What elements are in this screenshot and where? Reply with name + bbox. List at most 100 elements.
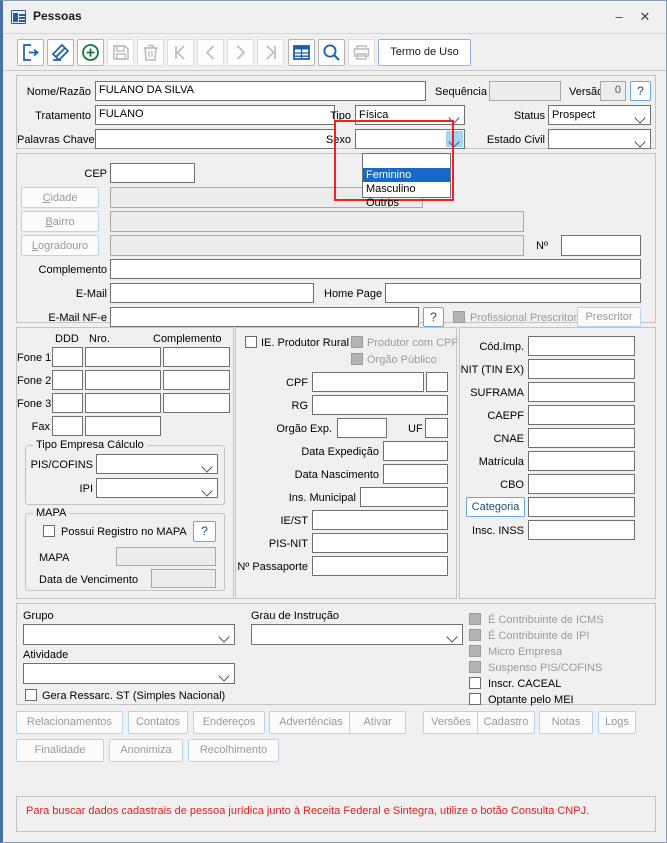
fone3-complemento-input[interactable] xyxy=(163,393,230,413)
ins-municipal-input[interactable] xyxy=(360,487,448,507)
bairro-input xyxy=(110,211,524,232)
grupo-label: Grupo xyxy=(23,610,54,622)
email-nfe-help-button[interactable]: ? xyxy=(423,307,444,327)
title-bar: Pessoas – ✕ xyxy=(3,1,666,34)
profissional-prescritor-label: Profissional Prescritor xyxy=(470,312,577,324)
data-expedicao-input[interactable] xyxy=(383,441,448,461)
nome-input[interactable]: FULANO DA SILVA xyxy=(95,81,426,101)
close-icon[interactable]: ✕ xyxy=(639,9,651,24)
categoria-input[interactable] xyxy=(528,497,635,517)
termo-de-uso-button[interactable]: Termo de Uso xyxy=(378,39,471,66)
pis-nit-input[interactable] xyxy=(312,533,448,553)
cbo-input[interactable] xyxy=(528,474,635,494)
identity-help-button[interactable]: ? xyxy=(630,81,651,101)
minimize-button[interactable]: – xyxy=(615,9,623,24)
mapa-help-button[interactable]: ? xyxy=(193,521,216,542)
data-nascimento-label: Data Nascimento xyxy=(294,469,379,481)
ipi-select[interactable] xyxy=(96,478,218,498)
data-nascimento-input[interactable] xyxy=(383,464,448,484)
gera-ressarc-checkbox[interactable] xyxy=(25,689,37,701)
grupo-select[interactable] xyxy=(23,624,235,645)
homepage-input[interactable] xyxy=(385,283,641,303)
chevron-down-icon xyxy=(216,626,233,643)
rg-input[interactable] xyxy=(312,395,448,415)
inscr-caceal-checkbox[interactable] xyxy=(469,677,481,689)
mapa-group: MAPA Possui Registro no MAPA ? MAPA Data… xyxy=(25,507,225,591)
fone2-ddd-input[interactable] xyxy=(52,370,83,390)
toolbar: Termo de Uso xyxy=(3,34,666,71)
anonimiza-button: Anonimiza xyxy=(109,739,183,762)
cep-input[interactable] xyxy=(110,163,195,183)
fone1-complemento-input[interactable] xyxy=(163,347,230,367)
cidade-input xyxy=(110,187,389,208)
cpf-input[interactable] xyxy=(312,372,424,392)
cidade-button-label-rest: idade xyxy=(50,192,78,204)
grau-instrucao-label: Grau de Instrução xyxy=(251,610,340,622)
estado-civil-select[interactable] xyxy=(548,129,651,149)
micro-empresa-label: Micro Empresa xyxy=(488,646,562,658)
cnae-input[interactable] xyxy=(528,428,635,448)
data-vencimento-label: Data de Vencimento xyxy=(39,574,139,586)
nit-input[interactable] xyxy=(528,359,635,379)
categoria-button[interactable]: Categoria xyxy=(466,497,525,517)
grid-button[interactable] xyxy=(288,39,315,66)
email-nfe-input[interactable] xyxy=(110,307,419,327)
exit-button[interactable] xyxy=(17,39,44,66)
add-button[interactable] xyxy=(77,39,104,66)
complemento-input[interactable] xyxy=(110,259,641,279)
data-expedicao-label: Data Expedição xyxy=(301,446,379,458)
sexo-dropdown-list[interactable]: Feminino Masculino Outros xyxy=(362,153,451,209)
pis-cofins-select[interactable] xyxy=(96,454,218,474)
ddd-column-header: DDD xyxy=(55,333,79,345)
tratamento-input[interactable]: FULANO xyxy=(95,105,335,125)
matricula-input[interactable] xyxy=(528,451,635,471)
sexo-option-masculino[interactable]: Masculino xyxy=(366,183,416,195)
suspenso-pis-cofins-label: Suspenso PIS/COFINS xyxy=(488,662,603,674)
search-icon[interactable] xyxy=(318,39,345,66)
sexo-option-feminino[interactable]: Feminino xyxy=(363,168,450,182)
status-select[interactable]: Prospect xyxy=(548,105,651,125)
cpf-dv-input[interactable] xyxy=(426,372,448,392)
phones-panel: DDD Nro. Complemento Fone 1 Fone 2 Fone … xyxy=(16,327,234,599)
chevron-down-icon xyxy=(444,626,461,643)
grau-instrucao-select[interactable] xyxy=(251,624,463,645)
fone1-nro-input[interactable] xyxy=(85,347,161,367)
fone3-nro-input[interactable] xyxy=(85,393,161,413)
fone2-complemento-input[interactable] xyxy=(163,370,230,390)
ie-produtor-rural-checkbox[interactable] xyxy=(245,336,257,348)
cep-label: CEP xyxy=(84,168,107,180)
passaporte-input[interactable] xyxy=(312,556,448,576)
sexo-option-blank[interactable] xyxy=(363,154,450,168)
logs-button: Logs xyxy=(598,711,636,734)
sexo-option-outros[interactable]: Outros xyxy=(366,197,400,209)
matricula-label: Matrícula xyxy=(478,456,524,468)
fax-ddd-input[interactable] xyxy=(52,416,83,436)
fone2-nro-input[interactable] xyxy=(85,370,161,390)
fax-nro-input[interactable] xyxy=(85,416,161,436)
fone3-ddd-input[interactable] xyxy=(52,393,83,413)
possui-registro-mapa-checkbox[interactable] xyxy=(43,525,55,537)
orgao-exp-input[interactable] xyxy=(337,418,387,438)
optante-mei-checkbox[interactable] xyxy=(469,693,481,705)
numero-input[interactable] xyxy=(561,235,641,256)
atividade-select[interactable] xyxy=(23,663,235,684)
suframa-input[interactable] xyxy=(528,382,635,402)
advertencias-button: Advertências xyxy=(269,711,353,734)
notas-button: Notas xyxy=(539,711,593,734)
ie-st-input[interactable] xyxy=(312,510,448,530)
fax-label: Fax xyxy=(31,421,50,433)
next-record-button xyxy=(227,39,254,66)
insc-inss-input[interactable] xyxy=(528,520,635,540)
tipo-select[interactable]: Física xyxy=(355,105,465,125)
sexo-select[interactable] xyxy=(355,129,465,149)
documents-panel: IE. Produtor Rural Produtor com CPF Órgã… xyxy=(235,327,459,599)
email-input[interactable] xyxy=(110,283,314,303)
palavras-chave-input[interactable] xyxy=(95,129,335,149)
fone1-ddd-input[interactable] xyxy=(52,347,83,367)
cod-imp-input[interactable] xyxy=(528,336,635,356)
produtor-com-cpf-label: Produtor com CPF xyxy=(367,337,459,349)
numero-label: Nº xyxy=(536,240,548,252)
clear-button[interactable] xyxy=(47,39,74,66)
caepf-input[interactable] xyxy=(528,405,635,425)
uf-input[interactable] xyxy=(425,418,448,438)
